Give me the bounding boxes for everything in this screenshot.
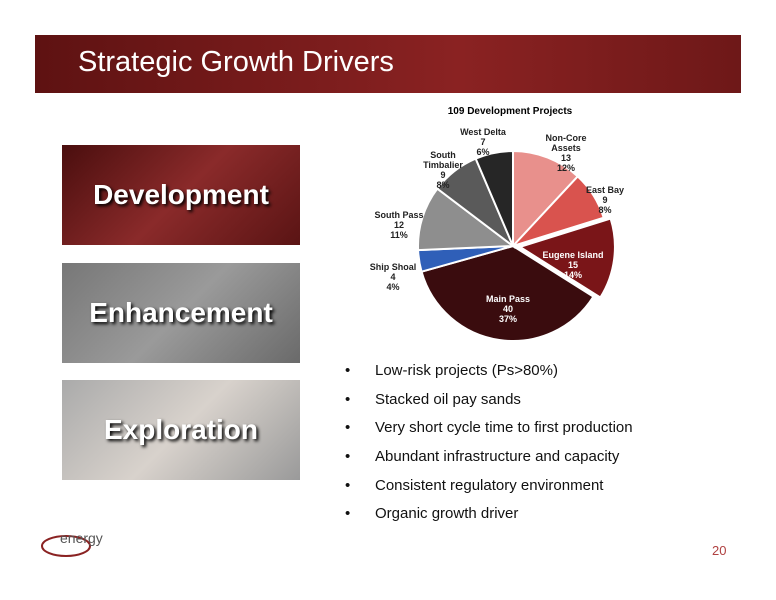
panel: Exploration xyxy=(62,380,300,480)
percent-label: 37% xyxy=(498,314,517,324)
slice-label: South Timbalier 9 8% xyxy=(418,150,468,190)
slice-label: East Bay 9 8% xyxy=(580,185,630,215)
bullet-text: Low-risk projects (Ps>80%) xyxy=(375,362,558,379)
percent-label: 8% xyxy=(436,180,450,190)
bullet-dot: • xyxy=(345,362,351,379)
pie-slice xyxy=(509,175,605,249)
value-label: 12 xyxy=(393,220,404,230)
percent-label: 4% xyxy=(386,282,400,292)
bullet-item: • Organic growth driver xyxy=(345,505,633,534)
panel: Development xyxy=(62,145,300,245)
chart-title: 109 Development Projects xyxy=(447,106,573,117)
slice-label: West Delta 7 6% xyxy=(458,127,508,157)
bullet-text: Stacked oil pay sands xyxy=(375,390,521,408)
bullet-dot: • xyxy=(345,390,351,408)
value-label: 4 xyxy=(390,272,396,282)
bullet-item: • Very short cycle time to first producti… xyxy=(345,419,633,448)
value-label: 9 xyxy=(440,170,446,180)
pie-slice xyxy=(517,217,616,299)
category-name: South Pass xyxy=(374,210,424,220)
percent-label: 6% xyxy=(476,147,490,157)
pie-slice xyxy=(512,149,580,249)
bullet-text: Consistent regulatory environment xyxy=(375,476,604,494)
value-label: 15 xyxy=(567,260,578,270)
percent-label: 8% xyxy=(598,205,612,215)
value-label: 7 xyxy=(480,137,486,147)
slice-label: Ship Shoal 4 4% xyxy=(363,262,423,292)
slice-label: Eugene Island 15 14% xyxy=(538,250,608,280)
bullet-item: • Consistent regulatory environment xyxy=(345,477,633,506)
bullet-dot: • xyxy=(345,505,351,523)
slide-title: Strategic Growth Drivers xyxy=(78,46,394,78)
category-name: Non-Core Assets xyxy=(545,133,587,153)
category-name: Eugene Island xyxy=(542,250,604,260)
slice-label: Main Pass 40 37% xyxy=(473,294,543,324)
title-bar: Strategic Growth Drivers xyxy=(35,35,741,93)
percent-label: 11% xyxy=(390,230,408,240)
bullet-item: • Low-risk projects (Ps>80%) xyxy=(345,362,633,391)
value-label: 9 xyxy=(602,195,608,205)
percent-label: 12% xyxy=(556,163,575,173)
bullet-item: • Abundant infrastructure and capacity xyxy=(345,448,633,477)
value-label: 40 xyxy=(502,304,513,314)
pie-chart: 109 Development Projects Non-Core Assets… xyxy=(360,100,660,360)
bullet-list: • Low-risk projects (Ps>80%) • Stacked oil … xyxy=(345,362,633,534)
value-label: 13 xyxy=(560,153,571,163)
slice-label: Non-Core Assets 13 12% xyxy=(541,133,591,173)
pie xyxy=(417,149,616,342)
bullet-text: Abundant infrastructure and capacity xyxy=(375,448,620,466)
bullet-dot: • xyxy=(345,476,351,494)
slice-label: South Pass 12 11% xyxy=(369,210,429,240)
logo-text: energy xyxy=(60,530,103,546)
logo-swoosh xyxy=(41,535,91,557)
category-name: South Timbalier xyxy=(423,150,463,170)
pie-slice xyxy=(474,149,514,247)
bullet-dot: • xyxy=(345,419,351,437)
bullet-item: • Stacked oil pay sands xyxy=(345,391,633,420)
bullet-dot: • xyxy=(345,448,351,466)
category-name: Main Pass xyxy=(485,294,531,304)
logo: energy xyxy=(41,530,103,557)
category-name: East Bay xyxy=(585,185,625,195)
bullet-text: Very short cycle time to first productio… xyxy=(375,419,633,437)
category-name: West Delta xyxy=(460,127,506,137)
pie-slice xyxy=(420,244,595,342)
category-name: Ship Shoal xyxy=(369,262,417,272)
panel: Enhancement xyxy=(62,263,300,363)
page-number: 20 xyxy=(712,543,727,558)
bullet-text: Organic growth driver xyxy=(375,505,519,523)
pie-slice xyxy=(417,187,516,252)
percent-label: 14% xyxy=(563,270,582,280)
